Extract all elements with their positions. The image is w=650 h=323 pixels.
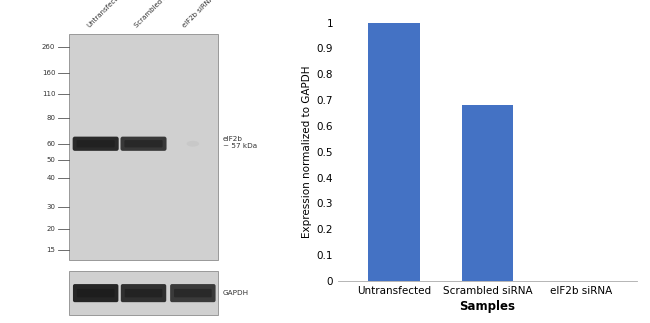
FancyBboxPatch shape — [73, 284, 118, 302]
FancyBboxPatch shape — [73, 137, 119, 151]
Text: 40: 40 — [46, 175, 55, 181]
Text: GAPDH: GAPDH — [223, 290, 249, 296]
FancyBboxPatch shape — [77, 289, 114, 297]
FancyBboxPatch shape — [125, 289, 162, 297]
Text: Untransfected: Untransfected — [85, 0, 125, 29]
Text: 80: 80 — [46, 115, 55, 121]
Text: 20: 20 — [46, 226, 55, 232]
Y-axis label: Expression normalized to GAPDH: Expression normalized to GAPDH — [302, 66, 313, 238]
FancyBboxPatch shape — [124, 140, 162, 147]
Bar — [462, 105, 514, 281]
Ellipse shape — [187, 141, 199, 147]
Text: 60: 60 — [46, 141, 55, 147]
Text: eIF2b siRNA: eIF2b siRNA — [181, 0, 214, 29]
Text: 30: 30 — [46, 204, 55, 210]
Text: Scrambled siRNA: Scrambled siRNA — [133, 0, 180, 29]
FancyBboxPatch shape — [170, 284, 216, 302]
FancyBboxPatch shape — [174, 289, 212, 297]
FancyBboxPatch shape — [121, 284, 166, 302]
Bar — [69, 34, 218, 260]
Text: 15: 15 — [46, 247, 55, 253]
Bar — [369, 23, 420, 281]
Bar — [69, 271, 218, 315]
Text: 110: 110 — [42, 91, 55, 97]
X-axis label: Samples: Samples — [460, 300, 515, 313]
FancyBboxPatch shape — [77, 140, 115, 147]
Text: 160: 160 — [42, 70, 55, 76]
Text: 50: 50 — [46, 157, 55, 163]
Text: eIF2b
~ 57 kDa: eIF2b ~ 57 kDa — [223, 136, 257, 149]
FancyBboxPatch shape — [120, 137, 166, 151]
Text: 260: 260 — [42, 44, 55, 50]
